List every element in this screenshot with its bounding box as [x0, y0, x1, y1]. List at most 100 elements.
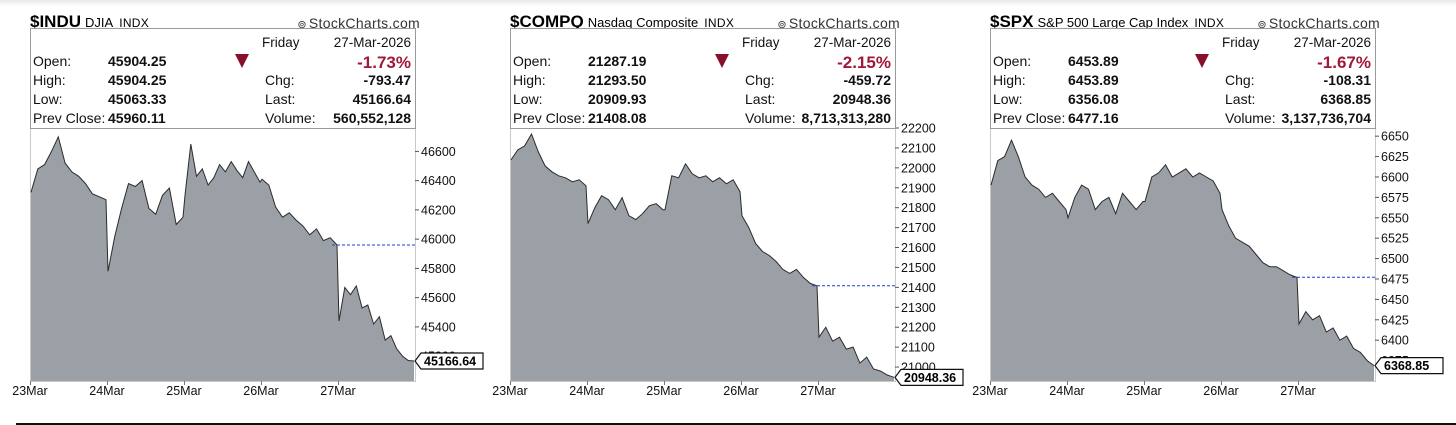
y-tick-label: 21600 [901, 241, 936, 255]
x-tick-label: 27Mar [1280, 384, 1315, 398]
last-label: Last: [265, 91, 295, 107]
price-area [511, 134, 894, 381]
price-area [31, 136, 414, 381]
price-line [510, 132, 895, 378]
y-tick-label: 46200 [421, 203, 456, 217]
info-value: 45904.25 [108, 53, 167, 69]
info-label: High: [993, 72, 1026, 88]
last-value: 20948.36 [833, 91, 892, 107]
info-value: 45063.33 [108, 91, 167, 107]
chart-svg: 6400 6425 6450 6475 6500 6525 6550 6575 6600 6625… [972, 28, 1444, 398]
chg-value: -793.47 [364, 72, 412, 88]
info-value: 20909.93 [588, 91, 647, 107]
x-tick-label: 25Mar [646, 384, 681, 398]
last-price-label: 45166.64 [424, 355, 476, 369]
y-tick-label: 45600 [421, 291, 456, 305]
y-tick-label: 21200 [901, 321, 936, 335]
info-label: Low: [33, 91, 63, 107]
price-line [990, 138, 1375, 367]
y-tick-label: 21100 [901, 341, 935, 355]
exchange: INDX [119, 16, 150, 30]
info-box [510, 28, 896, 129]
x-tick-label: 23Mar [492, 384, 527, 398]
last-value: 6368.85 [1320, 91, 1371, 107]
info-value: 21287.19 [588, 53, 647, 69]
index-name: Nasdaq Composite [587, 15, 699, 30]
source-credit: ⊚ StockCharts.com [777, 15, 900, 31]
info-label: Open: [513, 53, 551, 69]
last-price-callout [1374, 357, 1444, 375]
x-tick-label: 24Mar [1049, 384, 1084, 398]
info-label: Open: [33, 53, 71, 69]
volume-label: Volume: [265, 110, 316, 126]
info-value: 45960.11 [108, 110, 166, 126]
y-tick-label: 6625 [1381, 150, 1409, 164]
chart-header: $SPX S&P 500 Large Cap Index INDX ⊚ StockCh… [990, 12, 1380, 32]
volume-value: 8,713,313,280 [801, 110, 891, 126]
y-tick-label: 45800 [421, 262, 456, 276]
stockcharts-logo-icon: ⊚ [777, 19, 787, 31]
symbol: $SPX [990, 12, 1034, 31]
info-value: 45904.25 [108, 72, 167, 88]
x-tick-label: 26Mar [243, 384, 278, 398]
y-tick-label: 46600 [421, 145, 456, 159]
info-label: Low: [993, 91, 1023, 107]
info-label: Prev Close: [33, 110, 105, 126]
x-tick-label: 24Mar [89, 384, 124, 398]
date-day: Friday [742, 35, 780, 50]
y-tick-label: 6575 [1381, 191, 1409, 205]
last-value: 45166.64 [353, 91, 412, 107]
chart-svg: 4540045600458004600046200464004660045200… [12, 28, 484, 398]
info-label: Prev Close: [993, 110, 1065, 126]
chart-panel-spx: $SPX S&P 500 Large Cap Index INDX ⊚ StockCh… [972, 8, 1444, 408]
last-price-callout [414, 352, 484, 370]
x-tick-label: 23Mar [972, 384, 1007, 398]
chart-header: $INDU DJIA INDX ⊚ StockCharts.com [30, 12, 420, 32]
volume-label: Volume: [745, 110, 796, 126]
stockcharts-logo-icon: ⊚ [1257, 19, 1267, 31]
y-tick-label: 22000 [901, 161, 936, 175]
info-value: 6356.08 [1068, 91, 1119, 107]
info-label: Low: [513, 91, 543, 107]
x-tick-label: 24Mar [569, 384, 604, 398]
date: 27-Mar-2026 [814, 35, 891, 50]
chart-header: $COMPQ Nasdaq Composite INDX ⊚ StockCharts.… [510, 12, 900, 32]
last-label: Last: [1225, 91, 1255, 107]
x-tick-label: 25Mar [1126, 384, 1161, 398]
change-pct: -2.15% [837, 53, 891, 72]
chg-label: Chg: [265, 72, 295, 88]
change-pct: -1.73% [357, 53, 411, 72]
last-label: Last: [745, 91, 775, 107]
source-credit: ⊚ StockCharts.com [297, 15, 420, 31]
x-tick-label: 23Mar [12, 384, 47, 398]
exchange: INDX [1194, 16, 1225, 30]
price-area [991, 140, 1374, 381]
y-tick-label: 6525 [1381, 232, 1409, 246]
info-box [990, 28, 1376, 129]
y-tick-label: 22200 [901, 122, 936, 136]
info-label: High: [33, 72, 66, 88]
y-tick-label: 6600 [1381, 170, 1409, 184]
down-arrow-icon [1195, 54, 1209, 68]
y-tick-label: 21400 [901, 281, 936, 295]
date-day: Friday [1222, 35, 1260, 50]
last-price-callout [894, 368, 964, 386]
info-value: 6453.89 [1068, 72, 1119, 88]
chart-panel-indu: $INDU DJIA INDX ⊚ StockCharts.com 45400 4560… [12, 8, 484, 408]
down-arrow-icon [715, 54, 729, 68]
info-box [30, 28, 416, 129]
x-tick-label: 27Mar [800, 384, 835, 398]
date: 27-Mar-2026 [1294, 35, 1371, 50]
chg-label: Chg: [745, 72, 775, 88]
date-day: Friday [262, 35, 300, 50]
volume-value: 560,552,128 [333, 110, 411, 126]
y-tick-label: 6400 [1381, 334, 1409, 348]
y-tick-label: 21300 [901, 301, 936, 315]
y-tick-label: 46000 [421, 233, 456, 247]
y-tick-label: 21900 [901, 181, 936, 195]
y-tick-label: 21500 [901, 261, 936, 275]
source-credit: ⊚ StockCharts.com [1257, 15, 1380, 31]
down-arrow-icon [235, 54, 249, 68]
info-label: Prev Close: [513, 110, 585, 126]
index-name: DJIA [85, 15, 114, 30]
